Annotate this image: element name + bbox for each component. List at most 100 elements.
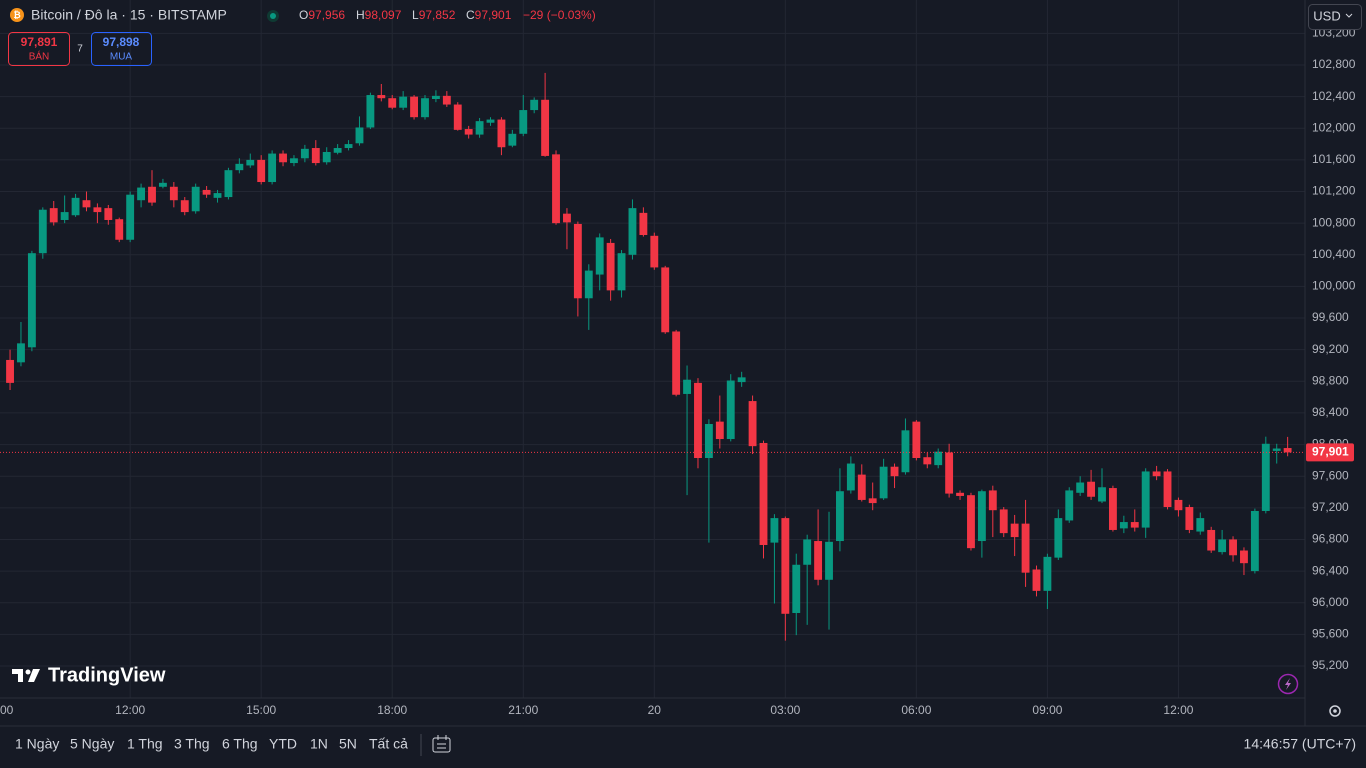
- candle-body: [595, 237, 604, 275]
- range-button[interactable]: YTD: [269, 736, 297, 752]
- range-button[interactable]: Tất cả: [369, 736, 408, 752]
- candle-body: [300, 148, 309, 159]
- y-tick-label: 100,800: [1312, 215, 1356, 229]
- candle-body: [519, 110, 528, 134]
- candle-body: [683, 379, 691, 394]
- legend-value: 97,852: [419, 8, 456, 22]
- candle-body: [366, 95, 375, 128]
- alert-icon[interactable]: [1277, 673, 1299, 695]
- currency-label: USD: [1313, 8, 1340, 23]
- candle-body: [344, 144, 353, 149]
- candle-body: [770, 518, 779, 543]
- candle-body: [1108, 488, 1117, 530]
- range-button[interactable]: 1 Thg: [127, 736, 163, 752]
- x-tick-label: 09:00: [1032, 703, 1062, 717]
- y-tick-label: 102,400: [1312, 89, 1356, 103]
- buy-button[interactable]: [91, 32, 152, 66]
- sell-button[interactable]: [8, 32, 70, 66]
- candle-body: [453, 104, 462, 130]
- bitcoin-icon-glyph: ₿: [13, 10, 20, 20]
- candle-body: [999, 509, 1008, 534]
- clock[interactable]: 14:46:57 (UTC+7): [1244, 736, 1356, 752]
- range-button[interactable]: 6 Thg: [222, 736, 258, 752]
- candle-body: [322, 151, 331, 163]
- y-tick-label: 98,400: [1312, 405, 1349, 419]
- legend-key: L: [412, 8, 419, 22]
- symbol-title[interactable]: Bitcoin / Đô la · 15 · BITSTAMP: [31, 7, 227, 23]
- candle-body: [759, 442, 768, 545]
- candle-body: [158, 182, 167, 187]
- candle-body: [115, 219, 124, 240]
- candle-body: [552, 154, 560, 224]
- candle-body: [1163, 471, 1172, 508]
- candle-body: [213, 193, 222, 198]
- candle-body: [355, 127, 364, 144]
- candle-body: [781, 518, 790, 614]
- candle-body: [377, 95, 386, 99]
- currency-button[interactable]: [1308, 4, 1362, 30]
- candle-body: [1054, 518, 1063, 558]
- candle-body: [257, 159, 266, 183]
- date-range-icon[interactable]: [432, 737, 451, 753]
- x-tick-label: 06:00: [901, 703, 931, 717]
- toolbar: 1 Ngày 5 Ngày 1 Thg 3 Thg 6 Thg YTD 1N 5N Tất cả: [15, 736, 408, 752]
- candle-body: [530, 99, 539, 111]
- candle-body: [901, 430, 910, 473]
- candle-body: [475, 121, 484, 135]
- candle-body: [60, 212, 69, 220]
- x-tick-label: 12:00: [115, 703, 145, 717]
- candle-body: [934, 451, 943, 466]
- y-tick-label: 99,600: [1312, 310, 1349, 324]
- candle-body: [715, 421, 724, 440]
- y-tick-label: 97,600: [1312, 468, 1349, 482]
- alert-icon-glyph: [1285, 678, 1291, 690]
- settings-icon[interactable]: [1329, 705, 1341, 717]
- candle-body: [563, 213, 571, 223]
- candle-body: [1043, 556, 1052, 591]
- candle-body: [956, 492, 964, 496]
- candle-body: [617, 253, 626, 291]
- candle-body: [268, 153, 277, 183]
- candle-body: [497, 119, 506, 148]
- candle-body: [857, 474, 866, 500]
- candle-body: [748, 401, 757, 447]
- candle-body: [803, 539, 812, 565]
- logo-text: TradingView: [48, 664, 166, 686]
- candle-body: [967, 495, 975, 549]
- candle-body: [410, 96, 419, 118]
- candle-body: [311, 148, 320, 164]
- candle-body: [38, 209, 47, 254]
- legend-value: 98,097: [365, 8, 402, 22]
- candle-body: [1098, 487, 1106, 502]
- spread: 7: [77, 44, 83, 55]
- y-tick-label: 102,800: [1312, 57, 1356, 71]
- y-tick-label: 97,200: [1312, 500, 1349, 514]
- candle-body: [17, 343, 25, 363]
- x-tick-label: 21:00: [508, 703, 538, 717]
- candle-body: [672, 331, 681, 395]
- y-tick-label: 100,400: [1312, 247, 1356, 261]
- range-button[interactable]: 1 Ngày: [15, 736, 59, 752]
- settings-icon-center: [1333, 709, 1337, 713]
- sell-label: BÁN: [29, 50, 50, 63]
- y-tick-label: 96,800: [1312, 532, 1349, 546]
- candle-body: [639, 212, 648, 236]
- sell-price: 97,891: [21, 35, 58, 49]
- legend-key: C: [466, 8, 475, 22]
- candle-body: [388, 98, 397, 108]
- candle-body: [202, 189, 211, 195]
- candle-body: [333, 148, 342, 153]
- candle-body: [945, 452, 954, 494]
- candle-body: [541, 99, 550, 156]
- candle-body: [1152, 471, 1161, 477]
- x-tick-label: 00: [0, 703, 14, 717]
- range-button[interactable]: 1N: [310, 736, 328, 752]
- range-button[interactable]: 5 Ngày: [70, 736, 114, 752]
- x-tick-label: 20: [648, 703, 662, 717]
- range-button[interactable]: 5N: [339, 736, 357, 752]
- legend-key: H: [356, 8, 365, 22]
- candle-body: [825, 541, 833, 580]
- candle-body: [169, 186, 178, 201]
- range-button[interactable]: 3 Thg: [174, 736, 210, 752]
